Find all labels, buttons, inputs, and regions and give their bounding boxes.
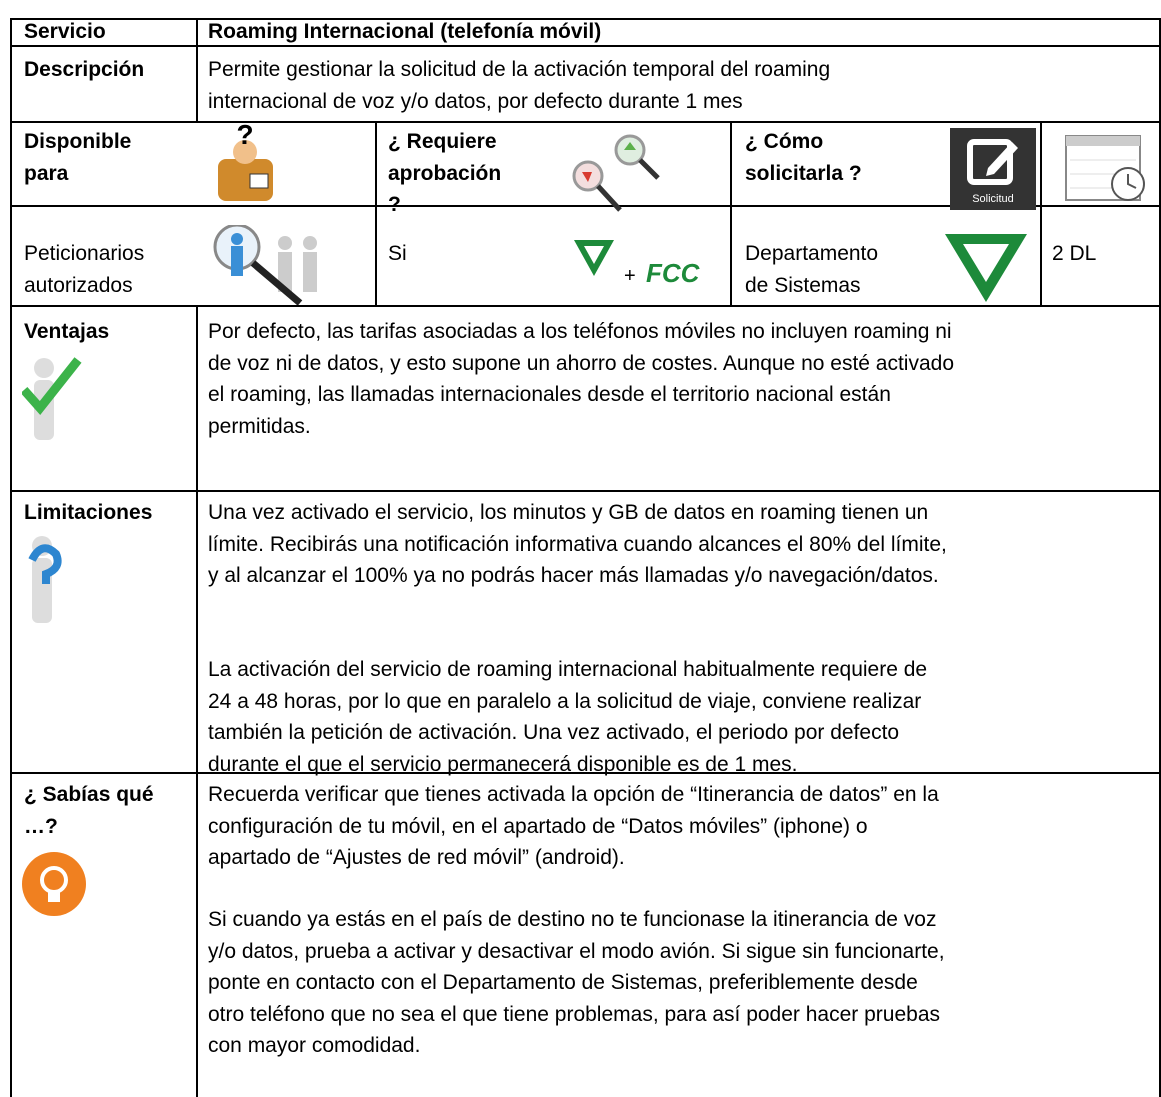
row-label: Ventajas xyxy=(24,320,110,343)
cell-text: de Sistemas xyxy=(745,273,861,297)
horizontal-rule xyxy=(10,121,1161,123)
vertical-rule xyxy=(1159,18,1161,1097)
row-label: Servicio xyxy=(24,20,106,43)
body-line: permitidas. xyxy=(208,414,311,438)
body-line: y/o datos, prueba a activar y desactivar… xyxy=(208,939,945,963)
horizontal-rule xyxy=(10,772,1161,774)
body-line: Recuerda verificar que tienes activada l… xyxy=(208,783,939,806)
body-line: apartado de “Ajustes de red móvil” (andr… xyxy=(208,846,625,869)
column-header: Disponible xyxy=(24,130,132,153)
body-line: La activación del servicio de roaming in… xyxy=(208,658,928,681)
horizontal-rule xyxy=(10,490,1161,492)
body-line: otro teléfono que no sea el que tiene pr… xyxy=(208,1002,940,1026)
body-line: 24 a 48 horas, por lo que en paralelo a … xyxy=(208,689,922,713)
row-label: …? xyxy=(24,814,58,838)
horizontal-rule xyxy=(10,45,1161,47)
row-label: ¿ Sabías qué xyxy=(24,783,154,806)
body-line: de voz ni de datos, y esto supone un aho… xyxy=(208,351,955,375)
cell-text: 2 DL xyxy=(1052,242,1097,265)
cell-text: Peticionarios xyxy=(24,242,145,265)
person-question-icon: ? xyxy=(218,124,273,201)
cell-text: Si xyxy=(388,242,407,265)
check-person-icon xyxy=(22,357,82,440)
column-header: ¿ Requiere xyxy=(388,130,497,153)
body-line: límite. Recibirás una notificación infor… xyxy=(208,532,947,556)
fcc-symbol xyxy=(945,234,1027,302)
body-line: con mayor comodidad. xyxy=(208,1034,421,1057)
plus-sign: + xyxy=(624,265,636,287)
service-name: Roaming Internacional (telefonía móvil) xyxy=(208,20,602,43)
body-line: Si cuando ya estás en el país de destino… xyxy=(208,908,937,931)
vertical-rule xyxy=(10,18,12,1097)
horizontal-rule xyxy=(10,305,1161,307)
vertical-rule xyxy=(196,305,198,1097)
body-line: ponte en contacto con el Departamento de… xyxy=(208,971,918,994)
column-header: aprobación xyxy=(388,161,502,185)
fcc-logos: + FCC xyxy=(574,240,701,288)
lightbulb-icon xyxy=(22,852,86,916)
column-header: para xyxy=(24,161,69,185)
description-line: internacional de voz y/o datos, por defe… xyxy=(208,89,743,113)
svg-text:?: ? xyxy=(236,124,253,150)
column-header: solicitarla ? xyxy=(745,161,862,185)
body-line: Una vez activado el servicio, los minuto… xyxy=(208,501,929,524)
body-line: configuración de tu móvil, en el apartad… xyxy=(208,814,868,838)
column-header: ¿ Cómo xyxy=(745,130,824,153)
column-header: ? xyxy=(388,193,401,216)
search-people-icon xyxy=(213,225,317,305)
horizontal-rule xyxy=(10,205,1161,207)
body-line: el roaming, las llamadas internacionales… xyxy=(208,383,891,406)
description-line: Permite gestionar la solicitud de la act… xyxy=(208,58,831,81)
fcc-logo-text: FCC xyxy=(646,258,701,288)
vertical-rule xyxy=(375,121,377,305)
body-line: Por defecto, las tarifas asociadas a los… xyxy=(208,320,952,343)
question-person-icon xyxy=(28,536,62,623)
calendar-icon xyxy=(1065,135,1145,201)
body-line: y al alcanzar el 100% ya no podrás hacer… xyxy=(208,564,939,587)
vertical-rule xyxy=(196,18,198,121)
body-line: durante el que el servicio permanecerá d… xyxy=(208,752,798,776)
cell-text: autorizados xyxy=(24,273,133,297)
horizontal-rule xyxy=(10,18,1161,20)
request-icon: Solicitud xyxy=(950,128,1036,210)
request-icon-label: Solicitud xyxy=(972,193,1014,205)
row-label: Limitaciones xyxy=(24,501,153,524)
cell-text: Departamento xyxy=(745,242,879,265)
vertical-rule xyxy=(730,121,732,305)
row-label: Descripción xyxy=(24,58,145,81)
vertical-rule xyxy=(1040,121,1042,305)
body-line: también la petición de activación. Una v… xyxy=(208,721,900,744)
magnifier-icon xyxy=(572,134,660,212)
